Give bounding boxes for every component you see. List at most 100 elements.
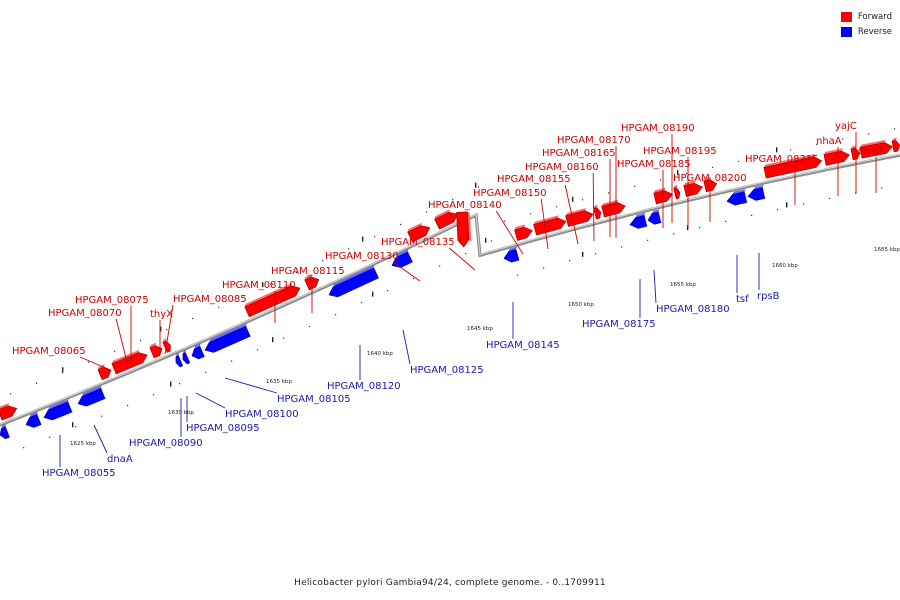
gene-top-face <box>565 207 587 216</box>
gene-body <box>726 191 748 206</box>
forward-gene-block <box>850 145 861 161</box>
minor-tick-dot <box>673 233 675 235</box>
gene-body <box>763 156 823 179</box>
minor-tick-dot <box>387 290 389 292</box>
forward-gene-label: secD <box>858 146 883 157</box>
gene-body <box>747 187 766 201</box>
forward-gene-block <box>456 211 472 248</box>
gene-top-face <box>82 385 102 396</box>
reverse-gene-block <box>647 209 662 225</box>
minor-tick-dot <box>712 166 714 169</box>
forward-gene-label: HPGAM_08135 <box>381 237 455 248</box>
legend-swatch-reverse <box>840 26 852 37</box>
minor-tick-dot <box>751 214 753 217</box>
minor-tick-dot <box>621 246 623 248</box>
legend: Forward Reverse <box>840 9 892 39</box>
legend-label-forward: Forward <box>857 11 892 22</box>
gene-top-face <box>732 189 746 195</box>
gene-top-face <box>1 424 7 429</box>
minor-tick-dot <box>595 253 597 255</box>
major-tick <box>272 337 274 343</box>
gene-body <box>97 366 112 381</box>
forward-gene-label: nhaA <box>816 136 842 147</box>
reverse-gene-block <box>43 399 73 421</box>
gene-body <box>111 352 148 375</box>
minor-tick-dot <box>309 325 311 328</box>
reverse-gene-label: HPGAM_08145 <box>486 340 560 351</box>
forward-gene-label: HPGAM_08070 <box>48 308 122 319</box>
forward-gene-label: HPGAM_08150 <box>473 188 547 199</box>
reverse-gene-block <box>25 411 42 428</box>
forward-leader-line <box>392 261 421 282</box>
scale-label: 1655 kbp <box>670 282 696 288</box>
minor-tick-dot <box>10 393 12 395</box>
minor-tick-dot <box>660 179 662 181</box>
forward-gene-block <box>653 187 673 205</box>
gene-body <box>434 211 459 230</box>
gene-body <box>593 207 602 220</box>
gene-body <box>859 142 893 159</box>
reverse-gene-label: tsf <box>736 294 749 305</box>
gene-body <box>601 202 626 218</box>
minor-tick-dot <box>803 203 805 205</box>
minor-tick-dot <box>23 447 25 449</box>
gene-body <box>0 426 10 440</box>
gene-body <box>629 215 648 229</box>
reverse-gene-label: rpsB <box>757 291 780 302</box>
minor-tick-dot <box>543 267 545 269</box>
major-tick <box>170 381 172 387</box>
gene-top-face <box>194 343 201 349</box>
legend-item-forward: Forward <box>840 9 892 24</box>
forward-gene-block <box>244 283 301 318</box>
reverse-gene-block <box>182 349 191 365</box>
reverse-leader-line <box>402 329 411 365</box>
gene-body <box>891 140 900 153</box>
minor-tick-dot <box>257 349 259 351</box>
major-tick <box>776 147 778 153</box>
minor-tick-dot <box>205 371 207 374</box>
forward-gene-block <box>97 364 112 381</box>
gene-top-face <box>533 215 559 225</box>
minor-tick-dot <box>582 199 584 201</box>
reverse-gene-label: HPGAM_08095 <box>186 423 260 434</box>
forward-gene-block <box>514 224 533 241</box>
genome-backbone <box>0 153 900 427</box>
forward-gene-block <box>891 137 900 153</box>
gene-top-face <box>175 352 180 357</box>
gene-body <box>503 249 520 263</box>
forward-gene-label: HPGAM_08155 <box>497 174 571 185</box>
major-tick <box>786 202 788 208</box>
gene-body <box>823 150 850 166</box>
scale-label: 1640 kbp <box>367 351 393 357</box>
forward-gene-block <box>434 209 459 230</box>
minor-tick-dot <box>686 172 688 175</box>
minor-tick-dot <box>413 277 415 279</box>
forward-gene-label: HPGAM_08115 <box>271 266 345 277</box>
scale-label: 1650 kbp <box>568 302 594 308</box>
minor-tick-dot <box>491 240 493 242</box>
legend-label-reverse: Reverse <box>857 26 892 37</box>
gene-body <box>565 210 594 227</box>
minor-tick-dot <box>699 226 701 229</box>
minor-tick-dot <box>738 160 740 163</box>
forward-gene-block <box>593 204 602 220</box>
major-tick <box>485 237 487 243</box>
gene-top-face <box>48 399 69 410</box>
reverse-leader-line <box>93 424 108 454</box>
minor-tick-dot <box>452 198 454 201</box>
gene-body <box>43 401 73 421</box>
minor-tick-dot <box>231 360 233 362</box>
gene-body <box>182 352 191 365</box>
minor-tick-dot <box>842 138 844 140</box>
minor-tick-dot <box>283 337 285 339</box>
forward-gene-block <box>162 338 171 353</box>
gene-body <box>514 226 533 241</box>
gene-top-face <box>434 209 450 220</box>
reverse-gene-label: HPGAM_08055 <box>42 468 116 479</box>
forward-gene-label: HPGAM_08215 <box>745 154 819 165</box>
scale-label: 1660 kbp <box>772 263 798 269</box>
gene-body <box>850 147 861 161</box>
forward-gene-label: HPGAM_08195 <box>643 146 717 157</box>
major-tick <box>572 196 574 202</box>
major-tick <box>262 282 264 288</box>
